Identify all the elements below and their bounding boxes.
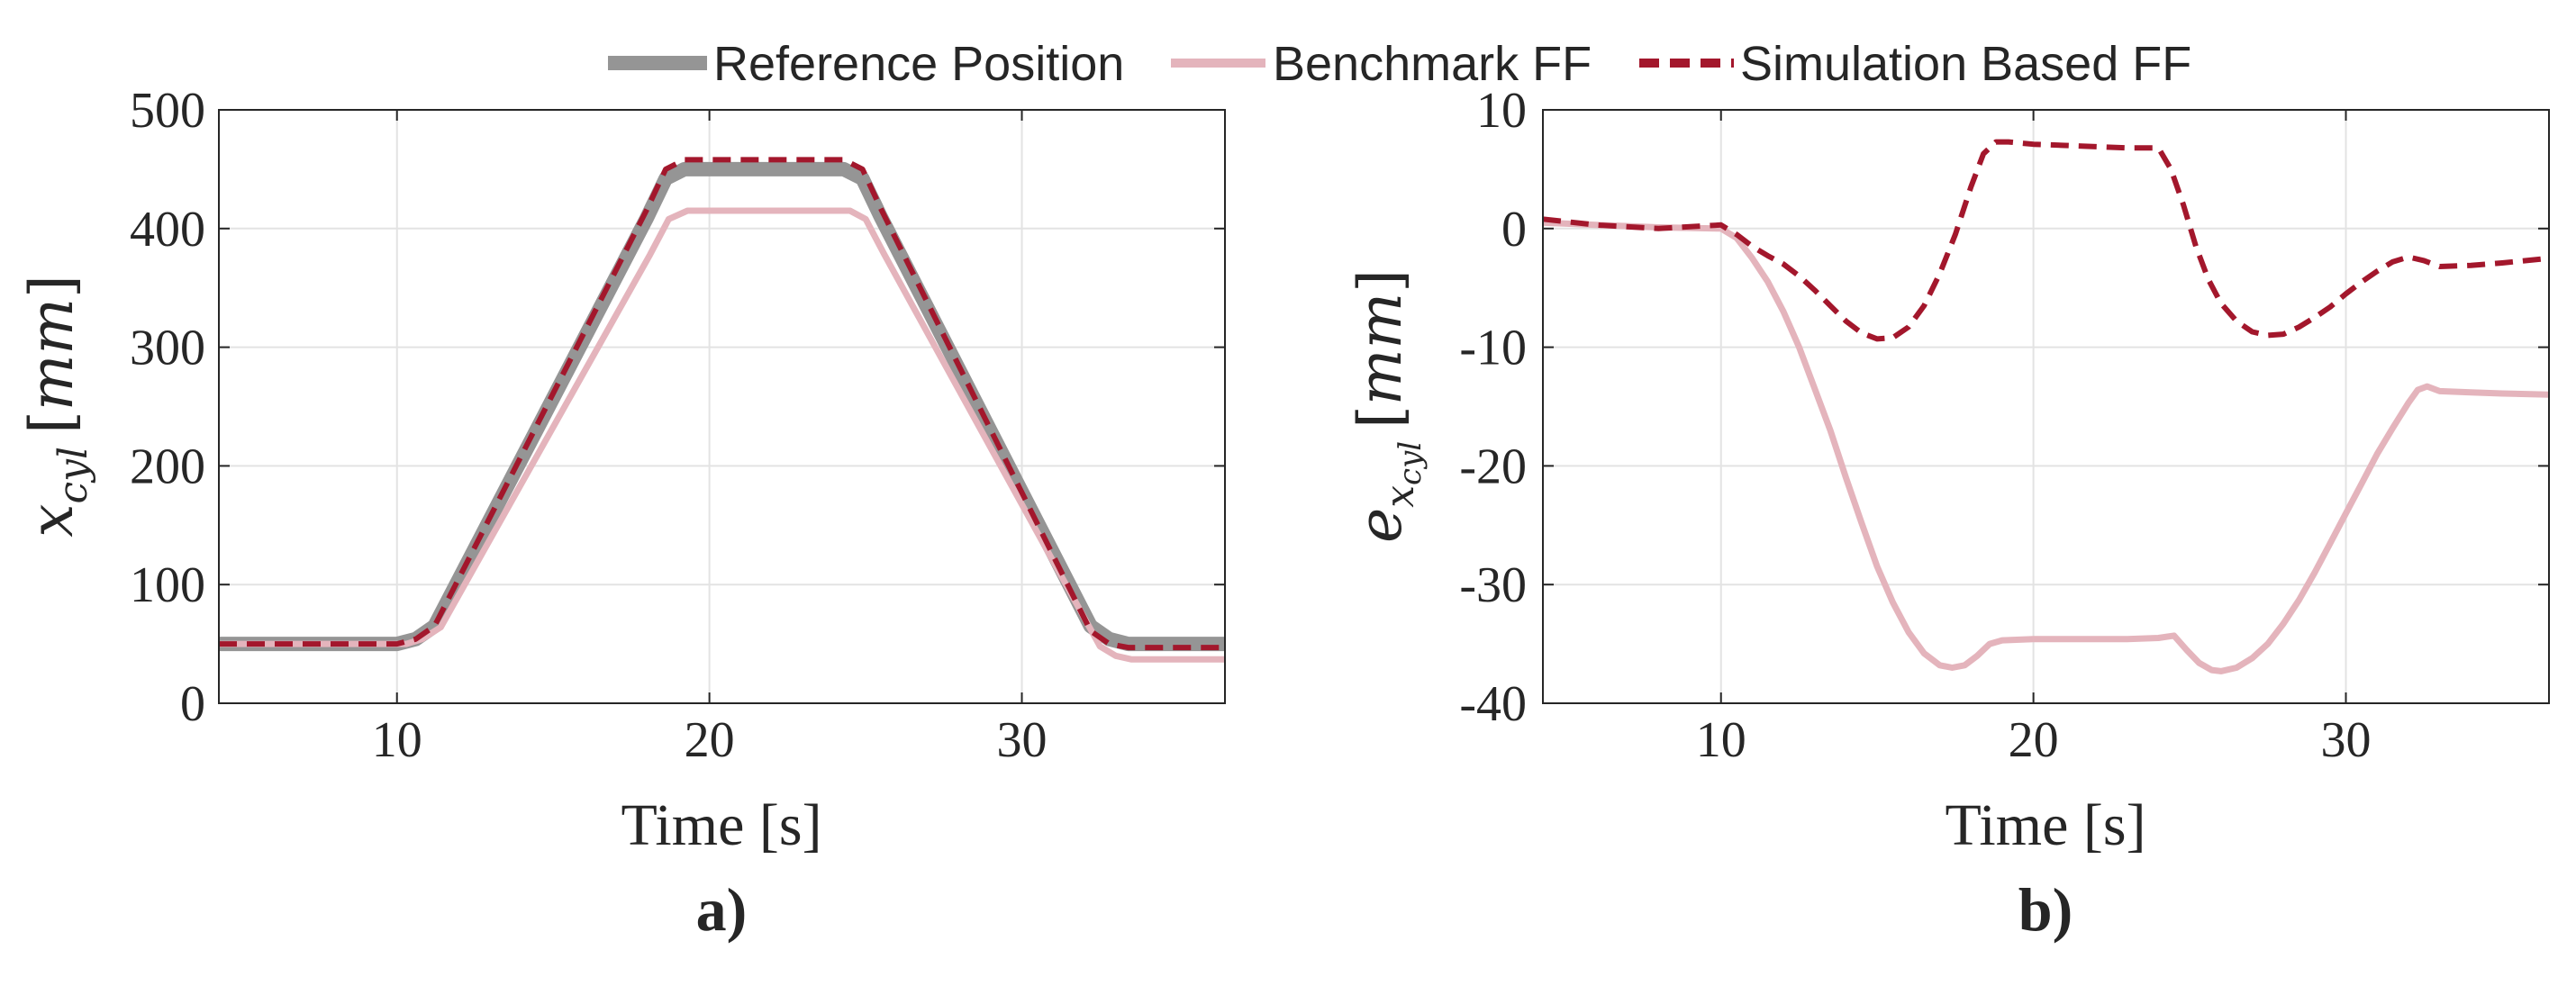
panel-b-xlabel: Time [s]	[1945, 792, 2145, 858]
panel-a: 0 100 200 300 400 500 10 20 30 Time [s] …	[17, 83, 1226, 944]
panel-b-ylabel-unit: mm	[1346, 293, 1415, 405]
panel-a-plot-area	[219, 110, 1225, 703]
series-line-simulation-based-ff	[1542, 139, 2550, 342]
panel-b-ytick: 10	[1476, 83, 1527, 139]
panel-a-ylabel-unit: mm	[17, 298, 86, 411]
panel-b-ytick: 0	[1501, 202, 1527, 258]
panel-b-ytick: -40	[1459, 676, 1527, 732]
panel-a-xtick: 20	[685, 712, 735, 768]
panel-a-series	[219, 157, 1225, 663]
panel-b-xtick: 20	[2009, 712, 2059, 768]
panel-b-frame	[1542, 109, 2550, 704]
panel-a-label: a)	[696, 875, 748, 944]
legend-label-reference-position: Reference Position	[713, 37, 1124, 91]
panel-b-ylabel: excyl[mm]	[1346, 269, 1429, 543]
panel-a-ytick: 200	[130, 439, 205, 494]
panel-b-ylabel-base: e	[1346, 508, 1415, 543]
panel-b-ytick: -20	[1459, 439, 1527, 494]
panel-b-xtick: 10	[1696, 712, 1746, 768]
panel-b-ytick: -10	[1459, 321, 1527, 376]
panel-b-ytick: -30	[1459, 557, 1527, 613]
panel-a-ylabel-sub: cyl	[50, 447, 96, 504]
series-line-benchmark-ff	[1542, 219, 2550, 674]
panel-b: -40 -30 -20 -10 0 10 10 20 30 Time [s] e…	[1346, 83, 2550, 944]
panel-a-ytick: 300	[130, 321, 205, 376]
legend-label-simulation-based-ff: Simulation Based FF	[1740, 37, 2191, 91]
legend-label-benchmark-ff: Benchmark FF	[1273, 37, 1592, 91]
legend: Reference Position Benchmark FF Simulati…	[608, 37, 2191, 91]
panel-a-ylabel: xcyl[mm]	[17, 275, 96, 537]
panel-b-ylabel-sub: x	[1377, 485, 1423, 508]
panel-b-series	[1542, 139, 2550, 674]
panel-b-xtick: 30	[2321, 712, 2372, 768]
panel-b-ylabel-subsub: cyl	[1392, 441, 1429, 485]
panel-a-ytick: 500	[130, 83, 205, 139]
panel-a-ytick: 400	[130, 202, 205, 258]
panel-a-xtick: 10	[372, 712, 422, 768]
panel-a-xtick: 30	[997, 712, 1048, 768]
panel-a-xlabel: Time [s]	[621, 792, 821, 858]
panel-a-frame	[218, 109, 1226, 704]
panel-a-ylabel-base: x	[17, 504, 86, 538]
series-line-simulation-based-ff	[219, 157, 1225, 651]
panel-a-ytick: 0	[180, 676, 205, 732]
series-line-benchmark-ff	[219, 207, 1225, 663]
panel-b-label: b)	[2018, 875, 2073, 944]
panel-b-plot-area	[1543, 110, 2549, 703]
panel-a-ytick: 100	[130, 557, 205, 613]
